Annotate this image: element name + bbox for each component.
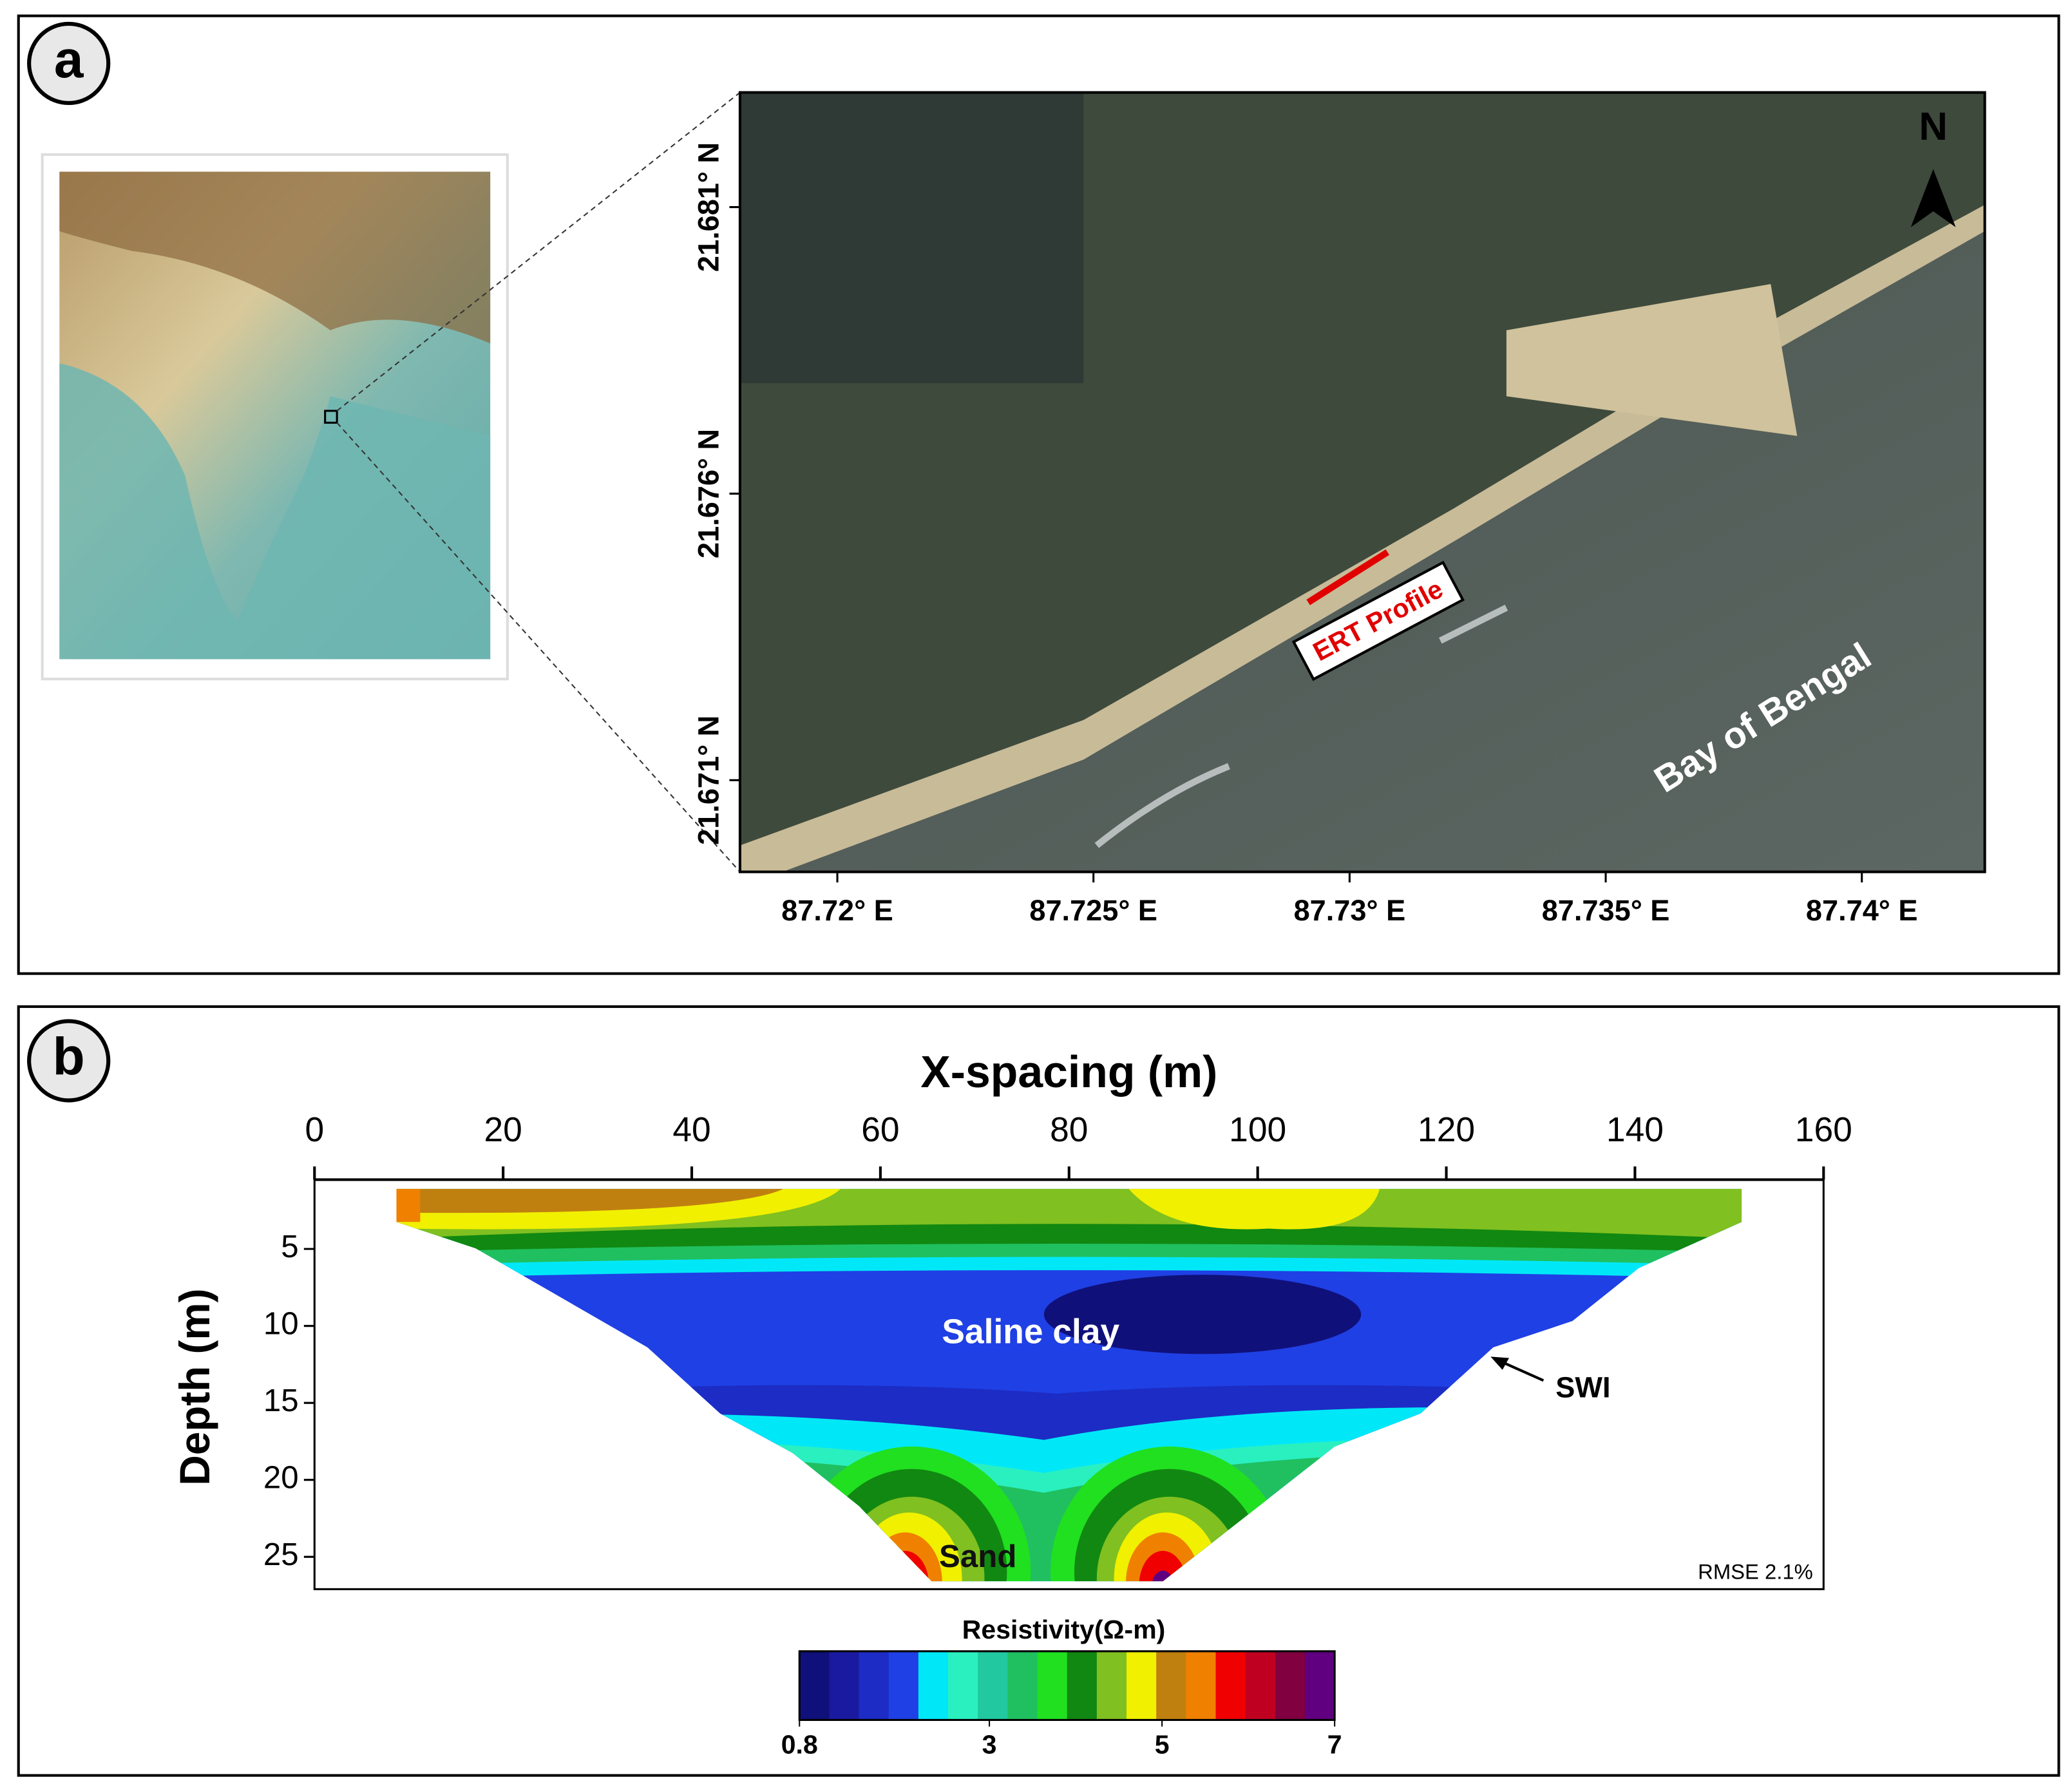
dune xyxy=(1506,283,1798,436)
y-tick-label: 15 xyxy=(263,1383,299,1418)
panel-label: a xyxy=(54,30,84,89)
colorbar-band xyxy=(1156,1651,1187,1720)
colorbar-band xyxy=(1126,1651,1157,1720)
ert-line xyxy=(1306,549,1389,605)
x-tick-label: 60 xyxy=(861,1111,899,1149)
y-tick-label: 10 xyxy=(263,1306,299,1342)
y-tick-label: 20 xyxy=(263,1460,299,1496)
panel-label: b xyxy=(53,1028,85,1087)
y-tick-label: 21.671° N xyxy=(692,716,725,845)
colorbar-band xyxy=(1037,1651,1068,1720)
satellite-map xyxy=(739,92,1985,872)
colorbar-band xyxy=(918,1651,949,1720)
y-tick-label: 21.681° N xyxy=(692,142,725,272)
profile-box xyxy=(1291,560,1465,681)
colorbar-band xyxy=(1067,1651,1098,1720)
colorbar-band xyxy=(888,1651,919,1720)
x-tick-label: 87.725° E xyxy=(1029,894,1157,927)
x-tick-label: 80 xyxy=(1050,1111,1088,1149)
colorbar-band xyxy=(1245,1651,1276,1720)
surf xyxy=(1094,604,1508,848)
x-tick-label: 100 xyxy=(1229,1111,1286,1149)
x-tick-label: 87.73° E xyxy=(1294,894,1406,927)
colorbar-tick-label: 5 xyxy=(1155,1729,1170,1759)
north-label: N xyxy=(1919,104,1947,149)
layer xyxy=(396,1188,793,1213)
x-tick-label: 120 xyxy=(1418,1111,1475,1149)
x-tick-label: 160 xyxy=(1795,1111,1852,1149)
y-tick-label: 25 xyxy=(263,1537,299,1572)
layer xyxy=(396,1188,421,1222)
x-tick-label: 87.735° E xyxy=(1542,894,1670,927)
colorbar-band xyxy=(1096,1651,1128,1720)
lobe xyxy=(1126,1532,1200,1582)
colorbar-band xyxy=(1215,1651,1246,1720)
section-axes: 0 20 40 60 80 100 120 140 160 5 10 15 20 25 0.8 3 5 7 xyxy=(263,1111,1852,1759)
x-tick-label: 87.74° E xyxy=(1806,894,1918,927)
colorbar-band xyxy=(829,1651,860,1720)
panel-frame xyxy=(17,14,2060,975)
y-axis-title: Depth (m) xyxy=(171,1289,218,1486)
zoom-line xyxy=(336,422,741,873)
layer xyxy=(1123,1188,1381,1230)
inset-ocean xyxy=(59,363,491,660)
colorbar-tick-label: 7 xyxy=(1327,1729,1342,1759)
colorbar-band xyxy=(948,1651,979,1720)
colorbar-frame xyxy=(798,1650,1336,1721)
x-axis-title: X-spacing (m) xyxy=(920,1047,1217,1097)
y-tick-label: 21.676° N xyxy=(692,429,725,558)
annotation: Saline clay xyxy=(942,1313,1119,1351)
colorbar-band xyxy=(1275,1651,1306,1720)
x-tick-label: 87.72° E xyxy=(781,894,893,927)
colorbar-tick-label: 0.8 xyxy=(781,1729,818,1759)
sea xyxy=(739,224,1985,872)
x-tick-label: 0 xyxy=(305,1111,324,1149)
panel-frame xyxy=(17,1005,2060,1777)
map-axes: 87.72° E 87.725° E 87.73° E 87.735° E 87.74°… xyxy=(692,142,1918,927)
swi-arrowhead xyxy=(1490,1356,1509,1370)
colorbar-band xyxy=(799,1651,830,1720)
inset-mountains xyxy=(59,171,491,344)
colorbar-band xyxy=(1007,1651,1038,1720)
panel-badge xyxy=(27,1019,111,1103)
colorbar-title: Resistivity(Ω-m) xyxy=(962,1615,1166,1644)
colorbar-band xyxy=(1305,1651,1336,1720)
annotation: RMSE 2.1% xyxy=(1698,1559,1813,1583)
layer xyxy=(1043,1275,1362,1354)
colorbar-band xyxy=(1186,1651,1217,1720)
x-tick-label: 140 xyxy=(1606,1111,1664,1149)
panel-badge xyxy=(27,21,111,106)
colorbar-tick-label: 3 xyxy=(982,1729,997,1759)
map-frame xyxy=(738,91,1986,873)
x-tick-label: 40 xyxy=(672,1111,710,1149)
colorbar-band xyxy=(859,1651,889,1720)
inset-locator xyxy=(324,410,338,424)
annotation: SWI xyxy=(1555,1371,1610,1404)
beach xyxy=(739,204,1985,872)
ponds xyxy=(739,92,1084,383)
north-arrow xyxy=(1910,169,1956,227)
annotation: Sand xyxy=(939,1539,1016,1574)
lobe xyxy=(1139,1550,1187,1582)
x-tick-label: 20 xyxy=(484,1111,522,1149)
y-tick-label: 5 xyxy=(281,1229,298,1264)
colorbar-band xyxy=(978,1651,1009,1720)
zoom-line xyxy=(336,91,741,412)
